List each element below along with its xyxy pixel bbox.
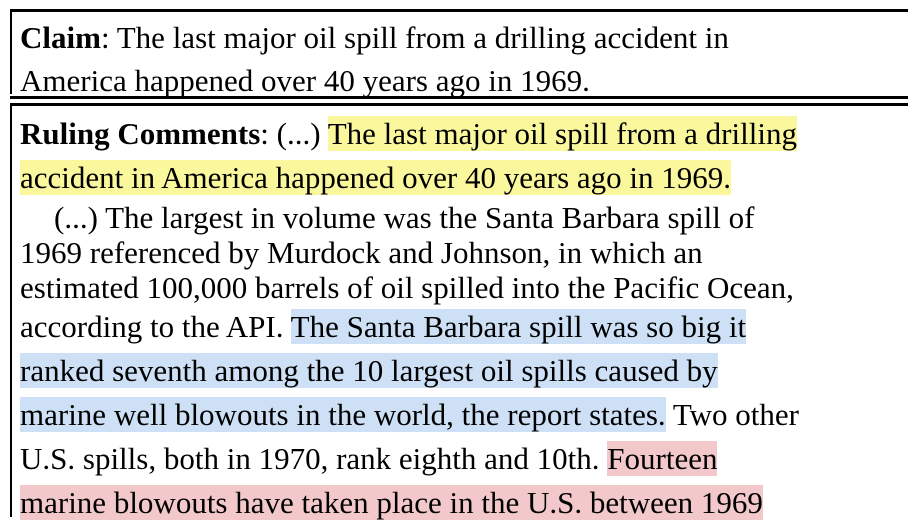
middle-rule-bottom — [10, 103, 908, 106]
ruling-text-5: estimated 100,000 barrels of oil spilled… — [20, 270, 794, 305]
ruling-label: Ruling Comments — [20, 116, 261, 151]
ruling-line-3: (...) The largest in volume was the Sant… — [20, 200, 910, 235]
ruling-text-3: (...) The largest in volume was the Sant… — [54, 200, 755, 235]
ruling-line-2: accident in America happened over 40 yea… — [20, 156, 910, 200]
ruling-text-9: U.S. spills, both in 1970, rank eighth a… — [20, 441, 608, 476]
ruling-comments-block: Ruling Comments: (...) The last major oi… — [20, 112, 910, 525]
claim-text-2: America happened over 40 years ago in 19… — [20, 63, 590, 98]
highlight-blue-3: marine well blowouts in the world, the r… — [20, 397, 666, 432]
top-rule — [10, 9, 908, 12]
ruling-text-1: (...) — [276, 116, 328, 151]
highlight-yellow-1: The last major oil spill from a drilling — [327, 116, 797, 151]
ruling-text-4: 1969 referenced by Murdock and Johnson, … — [20, 235, 703, 270]
claim-line-1: Claim: The last major oil spill from a d… — [20, 16, 905, 59]
claim-line-2: America happened over 40 years ago in 19… — [20, 59, 905, 102]
ruling-line-7: ranked seventh among the 10 largest oil … — [20, 349, 910, 393]
ruling-line-9: U.S. spills, both in 1970, rank eighth a… — [20, 437, 910, 481]
ruling-line-6: according to the API. The Santa Barbara … — [20, 305, 910, 349]
claim-text-1: The last major oil spill from a drilling… — [116, 20, 729, 55]
ruling-line-8: marine well blowouts in the world, the r… — [20, 393, 910, 437]
ruling-line-4: 1969 referenced by Murdock and Johnson, … — [20, 235, 910, 270]
ruling-line-5: estimated 100,000 barrels of oil spilled… — [20, 270, 910, 305]
ruling-text-6: according to the API. — [20, 309, 291, 344]
highlight-yellow-2: accident in America happened over 40 yea… — [20, 160, 732, 195]
middle-rule-top — [10, 96, 908, 99]
ruling-line-10: marine blowouts have taken place in the … — [20, 481, 910, 525]
claim-label: Claim — [20, 20, 101, 55]
ruling-left-border — [10, 103, 12, 517]
highlight-red-2: marine blowouts have taken place in the … — [20, 485, 763, 520]
claim-left-border — [10, 9, 12, 94]
highlight-red-1: Fourteen — [607, 441, 718, 476]
ruling-separator: : — [260, 116, 277, 151]
claim-block: Claim: The last major oil spill from a d… — [20, 16, 905, 102]
highlight-blue-1: The Santa Barbara spill was so big it — [290, 309, 747, 344]
ruling-line-1: Ruling Comments: (...) The last major oi… — [20, 112, 910, 156]
highlight-blue-2: ranked seventh among the 10 largest oil … — [20, 353, 718, 388]
claim-separator: : — [100, 20, 117, 55]
ruling-text-8: Two other — [665, 397, 799, 432]
